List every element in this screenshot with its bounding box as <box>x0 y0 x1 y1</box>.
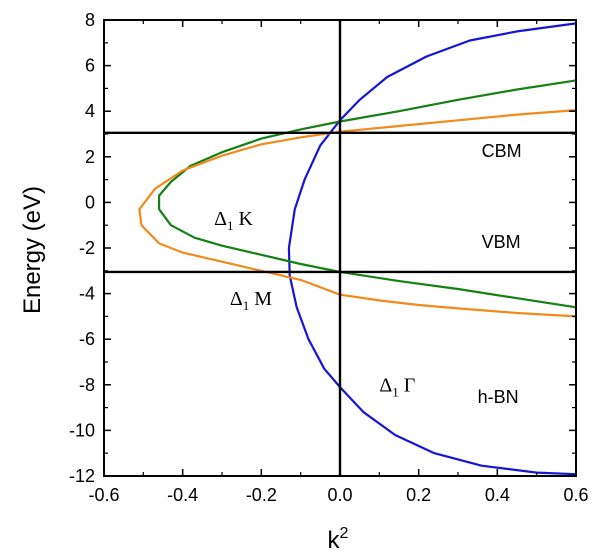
series-line-2 <box>158 79 577 309</box>
x-axis-title-superscript: 2 <box>340 525 349 542</box>
x-tick-label: -0.2 <box>246 485 277 505</box>
annotation-cbm: CBM <box>482 141 522 161</box>
x-axis-title: k2 <box>328 525 349 554</box>
tick-labels: -0.6 -0.4 -0.2 0.0 0.2 0.4 0.6 8 6 4 2 0 -2 -4 -6 -8 -10… <box>69 10 589 505</box>
y-tick-label: 8 <box>85 10 95 30</box>
axis-ticks <box>103 19 577 477</box>
annotations: Δ1 K Δ1 M Δ1 Γ CBM VBM h-BN <box>214 141 521 407</box>
x-tick-label: -0.4 <box>167 485 198 505</box>
y-tick-label: -12 <box>69 466 95 486</box>
x-tick-label: 0.0 <box>327 485 352 505</box>
y-tick-label: -2 <box>79 238 95 258</box>
y-tick-label: 0 <box>85 192 95 212</box>
series-line-1 <box>287 22 577 476</box>
y-tick-label: 4 <box>85 101 95 121</box>
annotation-m: Δ1 M <box>230 288 272 313</box>
x-tick-label: 0.4 <box>485 485 510 505</box>
series-line-3 <box>138 109 577 318</box>
y-tick-label: -6 <box>79 329 95 349</box>
y-tick-label: -10 <box>69 420 95 440</box>
reference-lines <box>104 20 576 476</box>
x-axis-title-base: k <box>328 527 341 554</box>
x-tick-label: 0.6 <box>563 485 588 505</box>
x-tick-label: 0.2 <box>406 485 431 505</box>
y-tick-label: 6 <box>85 56 95 76</box>
y-tick-label: 2 <box>85 147 95 167</box>
x-tick-label: -0.6 <box>88 485 119 505</box>
series-layer <box>138 22 577 476</box>
annotation-vbm: VBM <box>482 232 521 252</box>
annotation-g: Δ1 Γ <box>379 375 415 400</box>
y-axis-title: Energy (eV) <box>19 186 46 314</box>
y-tick-label: -4 <box>79 284 95 304</box>
annotation-hbn: h-BN <box>478 387 519 407</box>
annotation-k: Δ1 K <box>214 208 253 233</box>
y-tick-label: -8 <box>79 375 95 395</box>
